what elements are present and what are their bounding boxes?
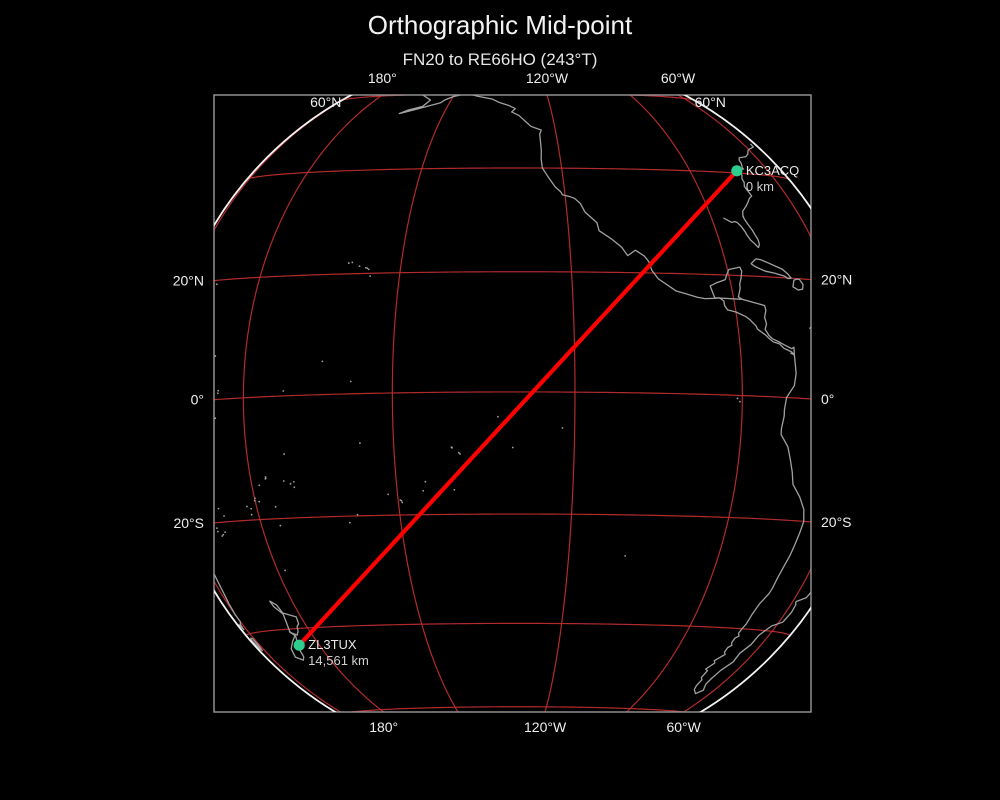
svg-text:60°N: 60°N [310, 94, 341, 110]
svg-text:20°N: 20°N [821, 272, 852, 288]
svg-text:180°: 180° [369, 719, 398, 735]
svg-text:20°N: 20°N [173, 273, 204, 289]
svg-text:60°W: 60°W [666, 719, 701, 735]
svg-text:0°: 0° [821, 391, 834, 407]
svg-text:20°S: 20°S [173, 515, 204, 531]
svg-text:60°N: 60°N [695, 94, 726, 110]
svg-text:120°W: 120°W [524, 719, 567, 735]
svg-text:KC3ACQ: KC3ACQ [746, 163, 799, 178]
svg-text:14,561 km: 14,561 km [308, 653, 369, 668]
svg-text:0 km: 0 km [746, 179, 774, 194]
svg-text:60°W: 60°W [661, 70, 696, 86]
svg-text:20°S: 20°S [821, 514, 852, 530]
svg-text:ZL3TUX: ZL3TUX [308, 637, 357, 652]
svg-text:180°: 180° [368, 70, 397, 86]
svg-text:0°: 0° [191, 392, 204, 408]
svg-text:120°W: 120°W [526, 70, 569, 86]
